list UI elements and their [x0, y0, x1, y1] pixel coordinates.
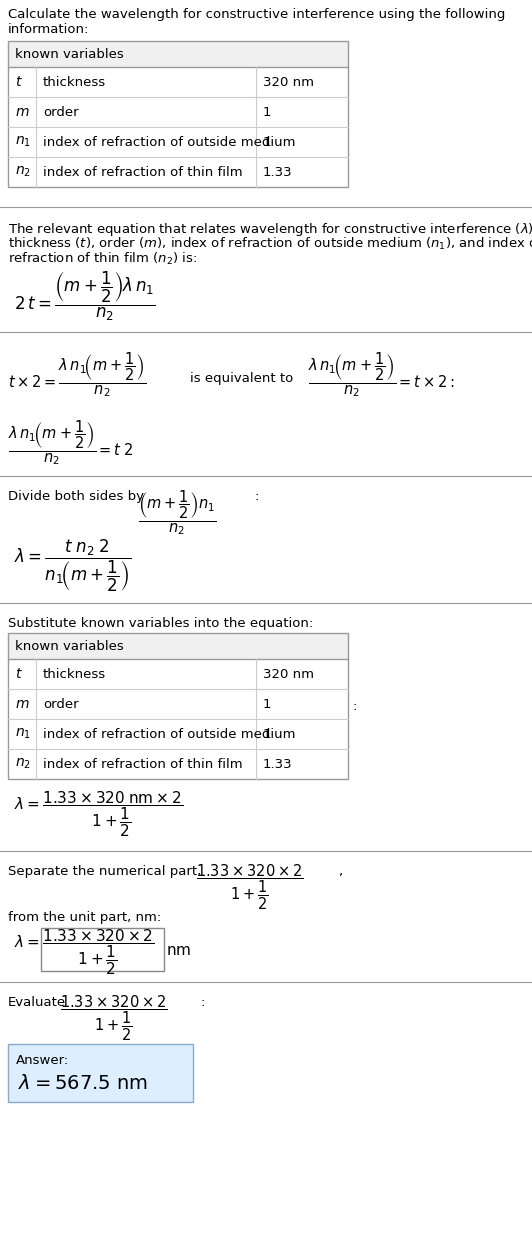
- Text: ,: ,: [338, 865, 342, 878]
- Text: index of refraction of outside medium: index of refraction of outside medium: [43, 136, 295, 148]
- Text: thickness: thickness: [43, 75, 106, 89]
- Text: $\dfrac{\lambda\,n_1\!\left(m+\dfrac{1}{2}\right)}{n_2} = t \times 2\mathrm{:}$: $\dfrac{\lambda\,n_1\!\left(m+\dfrac{1}{…: [308, 350, 455, 399]
- Text: :: :: [353, 700, 358, 712]
- Text: $t$: $t$: [15, 75, 23, 89]
- Text: index of refraction of thin film: index of refraction of thin film: [43, 166, 243, 178]
- Text: $\dfrac{\lambda\,n_1\!\left(m+\dfrac{1}{2}\right)}{n_2} = t\;2$: $\dfrac{\lambda\,n_1\!\left(m+\dfrac{1}{…: [8, 418, 134, 467]
- Text: $2\,t = \dfrac{\left(m+\dfrac{1}{2}\right)\lambda\,n_1}{n_2}$: $2\,t = \dfrac{\left(m+\dfrac{1}{2}\righ…: [14, 269, 156, 324]
- Text: 1: 1: [263, 697, 271, 711]
- Text: known variables: known variables: [15, 47, 124, 61]
- Text: $\dfrac{1.33 \times 320 \times 2}{1+\dfrac{1}{2}}$: $\dfrac{1.33 \times 320 \times 2}{1+\dfr…: [196, 863, 304, 912]
- Text: Separate the numerical part,: Separate the numerical part,: [8, 865, 201, 878]
- Bar: [8, 41, 348, 67]
- Text: $n_2$: $n_2$: [15, 756, 31, 771]
- Text: 1: 1: [263, 105, 271, 119]
- Text: $t \times 2 = \dfrac{\lambda\,n_1\!\left(m+\dfrac{1}{2}\right)}{n_2}$: $t \times 2 = \dfrac{\lambda\,n_1\!\left…: [8, 350, 146, 399]
- Text: :: :: [200, 996, 204, 1009]
- Text: 1.33: 1.33: [263, 758, 293, 770]
- Text: 320 nm: 320 nm: [263, 75, 314, 89]
- Text: thickness ($t$), order ($m$), index of refraction of outside medium ($n_1$), and: thickness ($t$), order ($m$), index of r…: [8, 236, 532, 252]
- Text: $\lambda = 567.5\ \mathrm{nm}$: $\lambda = 567.5\ \mathrm{nm}$: [18, 1074, 148, 1093]
- Text: Answer:: Answer:: [16, 1054, 69, 1067]
- Text: $\mathrm{nm}$: $\mathrm{nm}$: [166, 943, 191, 958]
- Text: $m$: $m$: [15, 105, 30, 119]
- Bar: [8, 41, 348, 187]
- Bar: [8, 633, 348, 779]
- Text: $n_1$: $n_1$: [15, 135, 31, 150]
- Text: is equivalent to: is equivalent to: [190, 372, 293, 384]
- Text: $\dfrac{\left(m+\dfrac{1}{2}\right)n_1}{n_2}$: $\dfrac{\left(m+\dfrac{1}{2}\right)n_1}{…: [138, 488, 217, 536]
- Text: 1: 1: [263, 728, 271, 740]
- Text: $\lambda = \dfrac{1.33 \times 320\;\mathrm{nm} \times 2}{1+\dfrac{1}{2}}$: $\lambda = \dfrac{1.33 \times 320\;\math…: [14, 789, 183, 838]
- Text: $n_1$: $n_1$: [15, 727, 31, 742]
- Text: Divide both sides by: Divide both sides by: [8, 489, 144, 503]
- Text: 1: 1: [263, 136, 271, 148]
- Text: $\lambda = \dfrac{1.33 \times 320 \times 2}{1+\dfrac{1}{2}}$: $\lambda = \dfrac{1.33 \times 320 \times…: [14, 927, 155, 976]
- Text: index of refraction of thin film: index of refraction of thin film: [43, 758, 243, 770]
- Text: $\dfrac{1.33 \times 320 \times 2}{1+\dfrac{1}{2}}$: $\dfrac{1.33 \times 320 \times 2}{1+\dfr…: [60, 994, 168, 1043]
- Text: :: :: [255, 489, 260, 503]
- Text: refraction of thin film ($n_2$) is:: refraction of thin film ($n_2$) is:: [8, 251, 197, 267]
- Bar: [8, 633, 348, 659]
- Text: known variables: known variables: [15, 639, 124, 653]
- Text: thickness: thickness: [43, 667, 106, 681]
- Text: $m$: $m$: [15, 697, 30, 711]
- Text: Substitute known variables into the equation:: Substitute known variables into the equa…: [8, 617, 313, 630]
- Text: 1.33: 1.33: [263, 166, 293, 178]
- FancyBboxPatch shape: [8, 1044, 193, 1103]
- Text: order: order: [43, 105, 79, 119]
- Text: The relevant equation that relates wavelength for constructive interference ($\l: The relevant equation that relates wavel…: [8, 221, 532, 239]
- Text: from the unit part, nm:: from the unit part, nm:: [8, 911, 161, 925]
- Text: index of refraction of outside medium: index of refraction of outside medium: [43, 728, 295, 740]
- Text: $t$: $t$: [15, 667, 23, 681]
- Text: Calculate the wavelength for constructive interference using the following: Calculate the wavelength for constructiv…: [8, 7, 505, 21]
- Text: information:: information:: [8, 23, 89, 36]
- Text: order: order: [43, 697, 79, 711]
- Text: $n_2$: $n_2$: [15, 164, 31, 179]
- Text: 320 nm: 320 nm: [263, 667, 314, 681]
- Text: Evaluate: Evaluate: [8, 996, 66, 1009]
- Text: $\lambda = \dfrac{t\;n_2\;2}{n_1\!\left(m+\dfrac{1}{2}\right)}$: $\lambda = \dfrac{t\;n_2\;2}{n_1\!\left(…: [14, 538, 131, 595]
